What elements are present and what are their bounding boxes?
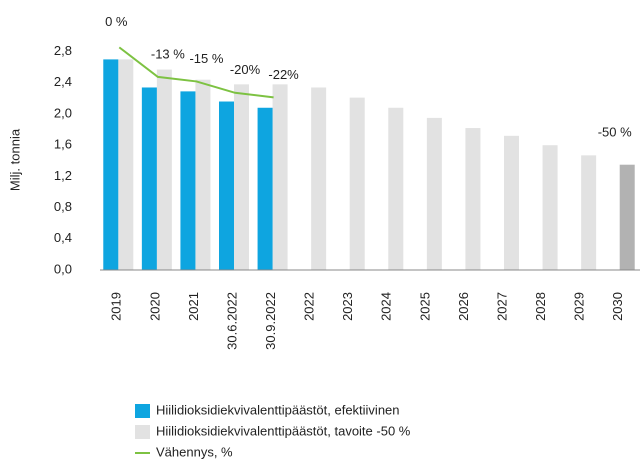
data-label: -22%: [268, 67, 299, 82]
data-label: -13 %: [151, 46, 185, 61]
x-tick-label: 2021: [186, 292, 201, 321]
y-tick-label: 0,8: [54, 199, 72, 214]
x-tick-label: 2022: [302, 292, 317, 321]
bar: [388, 107, 404, 270]
y-axis-label: Milj. tonnia: [7, 128, 22, 191]
y-tick-label: 1,6: [54, 137, 72, 152]
bar: [156, 69, 172, 270]
x-tick-label: 2025: [417, 292, 432, 321]
x-tick-label: 2030: [610, 292, 625, 321]
x-tick-label: 2019: [109, 292, 124, 321]
x-tick-label: 2023: [340, 292, 355, 321]
y-tick-label: 0,4: [54, 230, 72, 245]
bar: [180, 91, 196, 270]
data-label: 0 %: [105, 14, 128, 29]
legend-label: Vähennys, %: [156, 444, 233, 459]
annotation: -50 %: [598, 124, 632, 139]
bar: [195, 79, 211, 271]
bar: [272, 84, 288, 270]
y-tick-label: 2,8: [54, 43, 72, 58]
bar: [349, 97, 365, 271]
legend-label: Hiilidioksidiekvivalenttipäästöt, tavoit…: [156, 423, 411, 438]
x-tick-label: 2026: [456, 292, 471, 321]
bar: [465, 128, 481, 270]
y-tick-label: 1,2: [54, 168, 72, 183]
x-tick-label: 2029: [572, 292, 587, 321]
x-tick-label: 30.9.2022: [263, 292, 278, 350]
x-tick-label: 2020: [147, 292, 162, 321]
bar: [542, 145, 558, 270]
x-tick-label: 2027: [494, 292, 509, 321]
line: [118, 46, 274, 99]
x-tick-label: 30.6.2022: [224, 292, 239, 350]
y-tick-label: 2,0: [54, 105, 72, 120]
x-tick-label: 2024: [379, 292, 394, 321]
data-label: -20%: [230, 62, 261, 77]
legend-label: Hiilidioksidiekvivalenttipäästöt, efekti…: [156, 402, 400, 417]
y-tick-label: 0,0: [54, 261, 72, 276]
bar: [619, 164, 635, 270]
bar: [426, 117, 442, 271]
bar: [257, 107, 273, 270]
bar: [311, 87, 327, 270]
bar: [103, 59, 119, 271]
data-label: -15 %: [189, 51, 223, 66]
legend-swatch: [135, 404, 150, 418]
y-tick-label: 2,4: [54, 74, 72, 89]
bar: [219, 101, 234, 271]
bar: [581, 155, 597, 270]
bar: [234, 84, 249, 270]
bar: [504, 135, 519, 270]
bar: [118, 59, 134, 271]
bar: [141, 87, 157, 270]
x-tick-label: 2028: [533, 292, 548, 321]
legend-swatch: [135, 425, 150, 439]
